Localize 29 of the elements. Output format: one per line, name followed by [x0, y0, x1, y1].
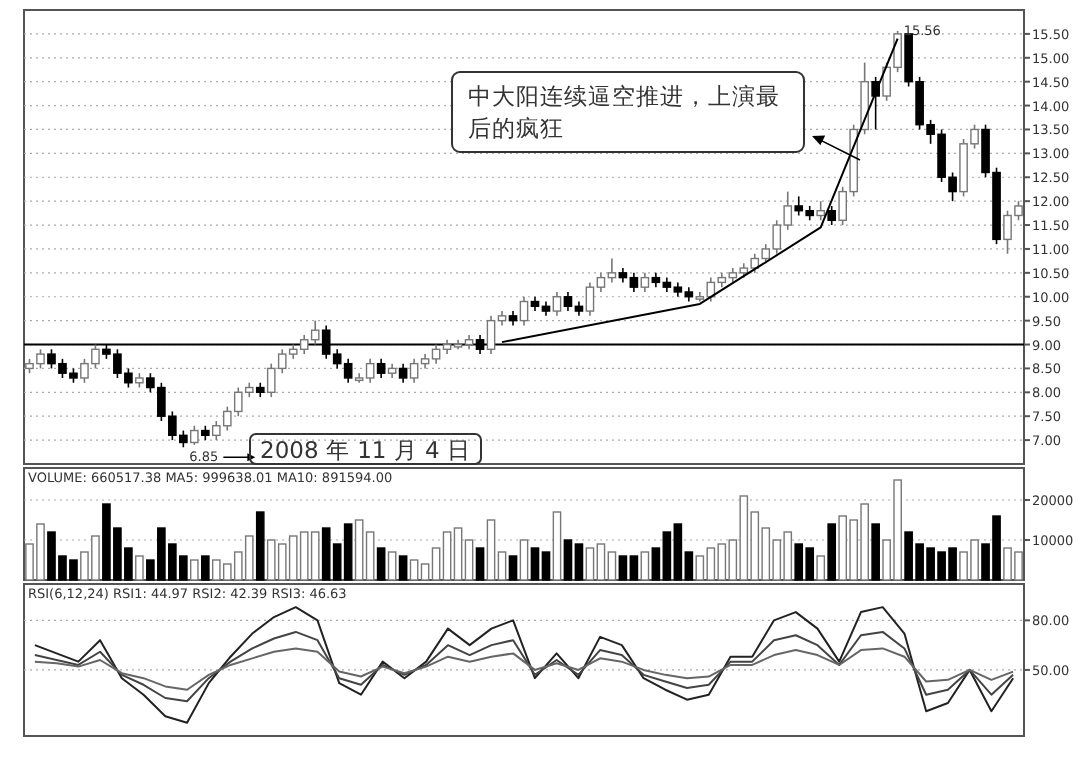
bar: [475, 547, 485, 581]
line-series: [33, 606, 1015, 724]
candlestick: [816, 200, 826, 222]
annotation: 2008 年 11 月 4 日: [260, 436, 471, 464]
bar: [552, 511, 562, 581]
candlestick: [827, 205, 837, 226]
candlestick: [519, 295, 529, 327]
candlestick: [640, 272, 650, 293]
bar: [816, 555, 826, 581]
bar: [519, 539, 529, 581]
bar: [871, 523, 880, 581]
line-series: [33, 647, 1015, 691]
candlestick: [398, 362, 408, 384]
candlestick: [376, 358, 386, 379]
bar: [255, 511, 265, 581]
candlestick: [860, 61, 869, 136]
candlestick: [552, 291, 562, 317]
bar: [387, 551, 397, 581]
annotation: 中大阳连续逼空推进，上演最后的疯狂: [468, 82, 780, 142]
bar: [135, 555, 144, 581]
candlestick: [190, 424, 199, 446]
bar: [376, 547, 386, 581]
bar: [190, 559, 199, 581]
bar: [508, 555, 518, 581]
bar: [200, 555, 210, 581]
bar: [827, 523, 837, 581]
bar: [640, 551, 650, 581]
line-series: [33, 630, 1015, 703]
bar: [398, 555, 408, 581]
